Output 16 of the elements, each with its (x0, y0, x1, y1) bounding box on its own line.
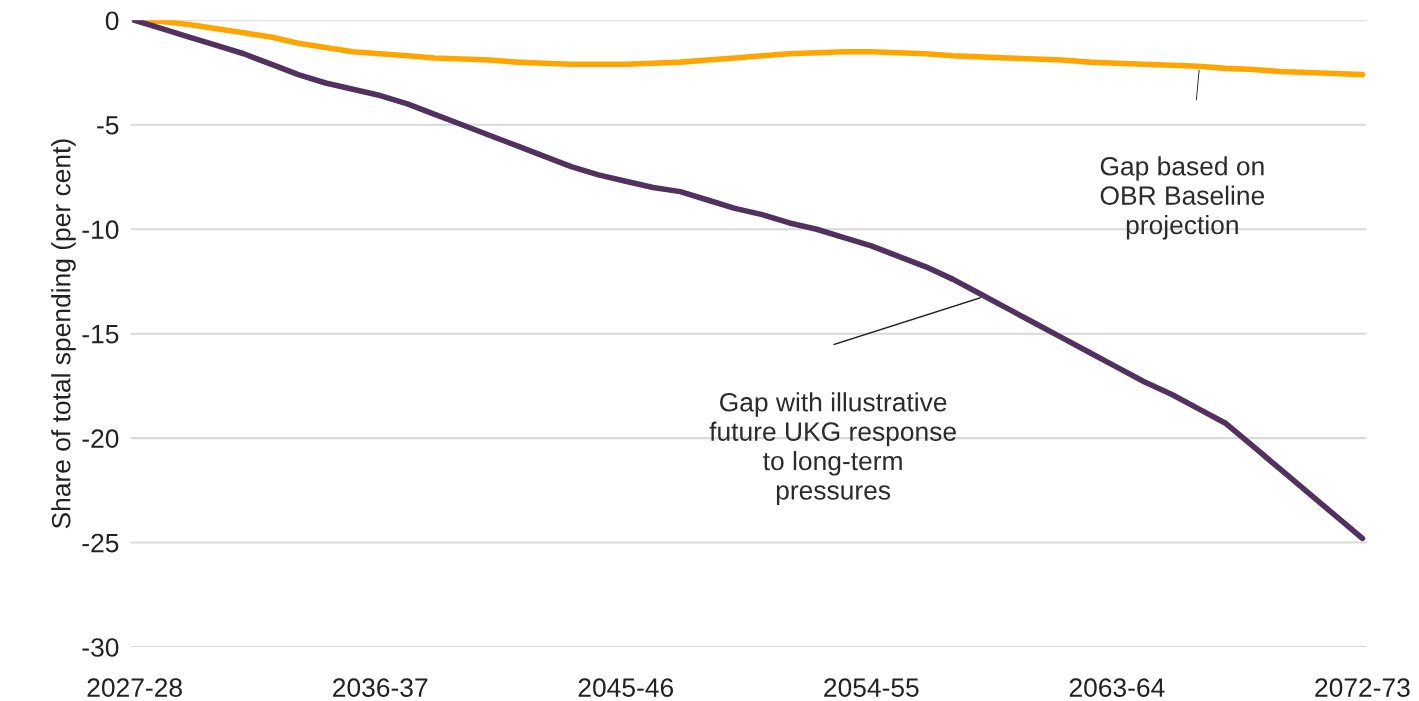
annotation: Gap based on OBR Baseline projection (1100, 156, 1265, 240)
x-tick-label: 2072-73 (1315, 678, 1410, 697)
annotation: Gap with illustrative future UKG response to long-term pressures (709, 392, 956, 505)
x-tick-label: 2036-37 (333, 678, 428, 697)
y-tick-label: -30 (82, 638, 119, 657)
y-tick-label: -15 (82, 325, 119, 344)
y-tick-label: -20 (82, 429, 119, 448)
x-tick-label: 2063-64 (1069, 678, 1165, 697)
y-tick-label: -5 (97, 116, 119, 135)
x-tick-label: 2054-55 (824, 678, 919, 697)
y-tick-label: -25 (82, 533, 119, 553)
y-tick-label: 0 (105, 11, 119, 31)
y-tick-label: -10 (82, 220, 119, 240)
x-tick-label: 2027-28 (87, 678, 182, 697)
x-tick-label: 2045-46 (578, 678, 674, 697)
y-axis-title: Share of total spending (per cent) (51, 139, 76, 529)
